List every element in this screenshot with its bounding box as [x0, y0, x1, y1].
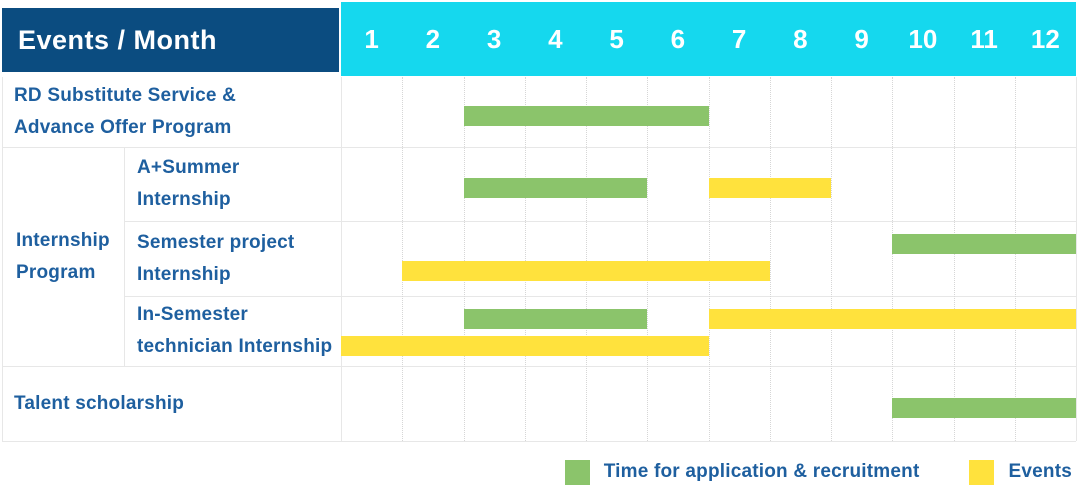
month-label-4: 4: [548, 23, 563, 54]
month-label-1: 1: [364, 23, 379, 54]
label-line: Advance Offer Program: [14, 117, 232, 138]
month-axis-header: 1 2 3 4 5 6 7 8 9 10 11 12: [341, 2, 1076, 76]
month-label-3: 3: [486, 23, 502, 54]
month-gridline: [892, 77, 894, 441]
events-month-header: Events / Month: [2, 8, 339, 72]
label-line: In-Semester: [137, 304, 248, 325]
application-bar-months-3-to-5: [463, 178, 648, 198]
month-gridline: [402, 77, 404, 441]
event-bar-months-2-to-7: [402, 261, 770, 281]
label-line: RD Substitute Service &: [14, 85, 237, 106]
application-bar-months-3-to-6: [463, 106, 709, 126]
label-line: Internship: [137, 189, 231, 210]
month-label-10: 10: [908, 23, 938, 54]
row-border: [124, 296, 1076, 297]
month-label-8: 8: [793, 23, 808, 54]
label-line: Program: [16, 261, 96, 283]
column-border: [2, 77, 3, 441]
row-border: [124, 221, 1076, 222]
month-gridline: [953, 77, 955, 441]
label-line: Internship: [137, 263, 231, 285]
label-line: Internship: [16, 229, 110, 251]
legend: Time for application & recruitment Event…: [0, 452, 1072, 492]
application-bar-months-10-to-12: [892, 398, 1076, 418]
row-label-a-plus-summer: A+Summer Internship: [137, 147, 239, 221]
event-bar-months-7-to-8: [708, 178, 831, 198]
row-border: [2, 441, 1076, 442]
row-label-in-semester-technician: In-Semester technician Internship: [137, 296, 332, 366]
month-label-9: 9: [854, 23, 869, 54]
month-label-5: 5: [609, 23, 624, 54]
row-border: [2, 147, 1076, 148]
month-label-12: 12: [1030, 23, 1060, 54]
label-line: Talent scholarship: [14, 392, 185, 414]
month-label-2: 2: [425, 23, 441, 54]
month-gridline: [586, 77, 587, 441]
label-line: technician Internship: [137, 336, 333, 357]
month-gridline: [647, 77, 649, 441]
month-gridline: [463, 77, 465, 441]
label-line: Semester project: [137, 231, 295, 253]
label-line: A+Summer: [137, 157, 240, 178]
application-bar-months-10-to-12: [892, 234, 1076, 254]
month-gridline: [708, 77, 710, 441]
event-bar-months-7-to-12: [708, 309, 1076, 329]
application-legend-swatch: [564, 459, 590, 485]
month-label-11: 11: [970, 23, 998, 54]
row-border: [2, 366, 1076, 367]
column-border: [1076, 77, 1077, 441]
column-border: [341, 77, 342, 441]
month-label-6: 6: [670, 23, 686, 54]
application-bar-months-3-to-5: [463, 309, 648, 329]
column-border: [124, 147, 125, 366]
month-gridline: [831, 77, 832, 441]
month-gridline: [1014, 77, 1016, 441]
row-label-internship-program-group: Internship Program: [16, 147, 110, 366]
event-bar-months-1-to-6: [341, 336, 709, 356]
events-legend-label: Events: [1008, 461, 1072, 482]
month-gridline: [769, 77, 771, 441]
row-label-rd-substitute: RD Substitute Service & Advance Offer Pro…: [14, 77, 236, 147]
month-label-7: 7: [731, 23, 747, 54]
row-label-semester-project: Semester project Internship: [137, 221, 294, 296]
row-label-talent-scholarship: Talent scholarship: [14, 366, 184, 441]
month-gridline: [524, 77, 526, 441]
application-legend-label: Time for application & recruitment: [603, 461, 920, 482]
events-legend-swatch: [969, 459, 995, 485]
